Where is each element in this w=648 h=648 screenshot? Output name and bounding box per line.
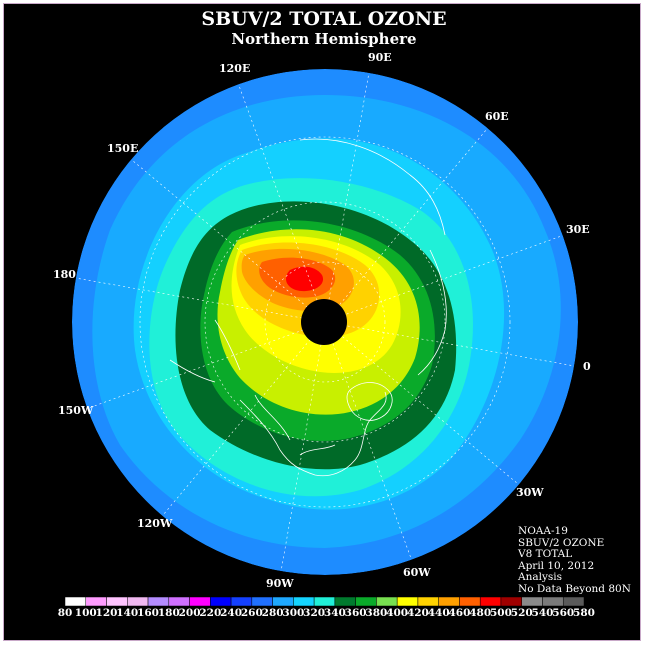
color-scale-tick-label: 220 xyxy=(199,607,222,619)
color-scale-swatch xyxy=(127,596,149,607)
lon-label-60w: 60W xyxy=(403,566,431,579)
color-scale-swatch xyxy=(355,596,377,607)
color-scale-tick-label: 300 xyxy=(282,607,305,619)
color-scale-swatch xyxy=(230,596,253,607)
color-scale-tick-label: 580 xyxy=(573,607,595,619)
longitude-labels: 90E 60E 30E 0 30W 60W 90W 120W 150W 180 … xyxy=(53,51,591,590)
latitude-circle xyxy=(264,261,386,383)
latitude-circle xyxy=(139,136,511,508)
lon-label-150e: 150E xyxy=(107,142,138,155)
color-scale-tick-label: 180 xyxy=(157,607,180,619)
color-scale-swatch xyxy=(417,596,439,607)
lon-label-90e: 90E xyxy=(368,51,392,64)
info-product: SBUV/2 OZONE xyxy=(518,536,605,549)
color-scale-bar xyxy=(64,596,585,607)
color-scale-tick-label: 460 xyxy=(448,607,471,619)
color-scale-tick-label: 120 xyxy=(95,607,118,619)
info-satellite: NOAA-19 xyxy=(518,525,568,537)
chart-title: SBUV/2 TOTAL OZONE xyxy=(201,8,447,30)
color-scale-swatch xyxy=(64,596,87,607)
info-date: April 10, 2012 xyxy=(518,559,595,572)
coastlines xyxy=(169,138,447,477)
meridian-line xyxy=(280,344,322,572)
lon-label-120w: 120W xyxy=(137,517,173,530)
meridian-line xyxy=(347,325,575,367)
latitude-circle xyxy=(204,201,446,443)
color-scale-tick-label: 340 xyxy=(323,607,346,619)
color-scale-tick-label: 140 xyxy=(116,607,139,619)
color-scale-swatch xyxy=(542,596,564,607)
meridian-line xyxy=(162,339,311,517)
color-scale-tick-label: 320 xyxy=(303,607,326,619)
meridian-line xyxy=(75,277,303,319)
meridian-line xyxy=(339,127,488,305)
info-note: No Data Beyond 80N xyxy=(518,582,631,595)
lon-label-60e: 60E xyxy=(485,110,509,123)
lon-label-30e: 30E xyxy=(566,223,590,236)
meridian-line xyxy=(332,343,412,560)
color-scale-tick-label: 480 xyxy=(469,607,492,619)
info-version: V8 TOTAL xyxy=(518,548,573,560)
color-scale-tick-label: 200 xyxy=(178,607,201,619)
color-scale-swatch xyxy=(396,596,419,607)
color-scale-swatch xyxy=(500,596,522,607)
color-scale-swatch xyxy=(293,596,315,607)
color-scale-swatch xyxy=(313,596,336,607)
lon-label-0: 0 xyxy=(583,360,591,373)
color-scale-tick-label: 240 xyxy=(220,607,243,619)
lon-label-180: 180 xyxy=(53,268,76,281)
chart-subtitle: Northern Hemisphere xyxy=(231,30,417,48)
color-scale-tick-label: 440 xyxy=(427,607,450,619)
color-scale-swatch xyxy=(521,596,543,607)
meridian-line xyxy=(238,84,318,301)
color-scale-swatch xyxy=(459,596,481,607)
color-scale-tick-label: 160 xyxy=(137,607,159,619)
color-scale-tick-label: 280 xyxy=(261,607,284,619)
color-scale-tick-label: 360 xyxy=(344,607,367,619)
color-scale-tick-label: 420 xyxy=(406,607,429,619)
color-scale-swatch xyxy=(85,596,107,607)
color-scale-swatch xyxy=(334,596,356,607)
color-scale-swatch xyxy=(438,596,460,607)
color-scale-tick-label: 520 xyxy=(510,607,533,619)
color-scale-tick-label: 100 xyxy=(74,607,97,619)
info-type: Analysis xyxy=(518,571,563,583)
color-scale-swatch xyxy=(210,596,232,607)
color-scale-tick-label: 80 xyxy=(57,607,73,619)
color-scale-swatch xyxy=(189,596,211,607)
no-data-pole xyxy=(301,299,347,345)
meridian-line xyxy=(328,72,370,300)
color-scale-labels: 80 100 120 140 160 180 200 220 240 260 280 300 320 34… xyxy=(0,607,648,621)
color-scale-tick-label: 260 xyxy=(240,607,263,619)
color-scale-tick-label: 540 xyxy=(531,607,554,619)
color-scale-swatch xyxy=(562,596,585,607)
lon-label-150w: 150W xyxy=(58,404,94,417)
color-scale-tick-label: 500 xyxy=(489,607,512,619)
color-scale-tick-label: 560 xyxy=(552,607,575,619)
color-scale-swatch xyxy=(251,596,273,607)
color-scale-swatch xyxy=(168,596,190,607)
color-scale-swatch xyxy=(106,596,128,607)
info-panel: NOAA-19 SBUV/2 OZONE V8 TOTAL April 10, … xyxy=(518,525,631,595)
lon-label-120e: 120E xyxy=(219,62,250,75)
lon-label-30w: 30W xyxy=(516,486,544,499)
color-scale-swatch xyxy=(272,596,294,607)
meridian-line xyxy=(346,235,563,315)
meridian-line xyxy=(342,336,520,485)
graticule xyxy=(75,72,575,572)
color-scale-tick-label: 380 xyxy=(365,607,388,619)
color-scale-swatch xyxy=(376,596,398,607)
meridian-line xyxy=(87,329,304,409)
color-scale-swatch xyxy=(479,596,502,607)
color-scale-tick-label: 400 xyxy=(386,607,409,619)
meridian-line xyxy=(130,159,308,308)
color-scale-swatch xyxy=(147,596,170,607)
ozone-zone-red xyxy=(286,266,324,292)
lon-label-90w: 90W xyxy=(266,577,294,590)
